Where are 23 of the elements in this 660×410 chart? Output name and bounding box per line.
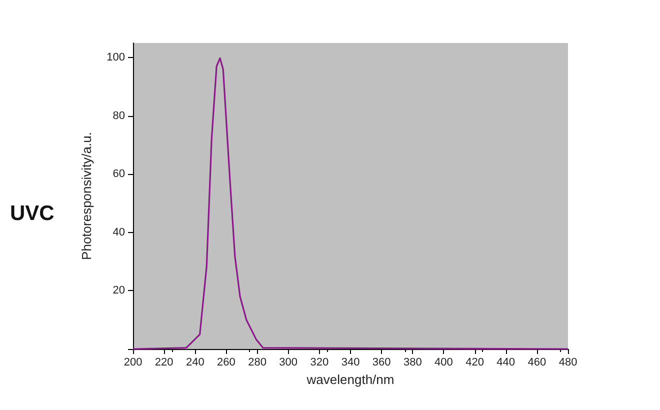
x-tick-label: 260 — [217, 356, 236, 368]
x-tick-label: 400 — [434, 356, 453, 368]
x-tick-label: 240 — [186, 356, 204, 368]
x-tick-label: 340 — [341, 356, 360, 368]
y-tick-label: 40 — [112, 226, 125, 238]
x-axis-title: wavelength/nm — [306, 372, 394, 387]
x-tick-label: 280 — [248, 356, 266, 368]
x-tick-label: 380 — [403, 356, 422, 368]
y-tick-label: 60 — [112, 168, 125, 180]
x-tick-label: 320 — [310, 356, 329, 368]
x-tick-label: 460 — [528, 356, 546, 368]
x-tick-label: 200 — [124, 356, 142, 368]
x-tick-label: 420 — [466, 356, 484, 368]
x-tick-label: 220 — [154, 356, 174, 368]
y-tick-label: 80 — [112, 110, 125, 122]
x-tick-label: 480 — [558, 356, 578, 368]
y-tick-label: 20 — [112, 284, 125, 297]
x-tick-label: 300 — [279, 356, 298, 368]
text: UVC — [10, 202, 54, 225]
x-tick-label: 360 — [372, 356, 391, 368]
y-tick-label: 100 — [106, 52, 125, 64]
y-axis-title: Photoresponsivity/a.u. — [79, 132, 94, 260]
x-tick-label: 440 — [496, 356, 516, 368]
